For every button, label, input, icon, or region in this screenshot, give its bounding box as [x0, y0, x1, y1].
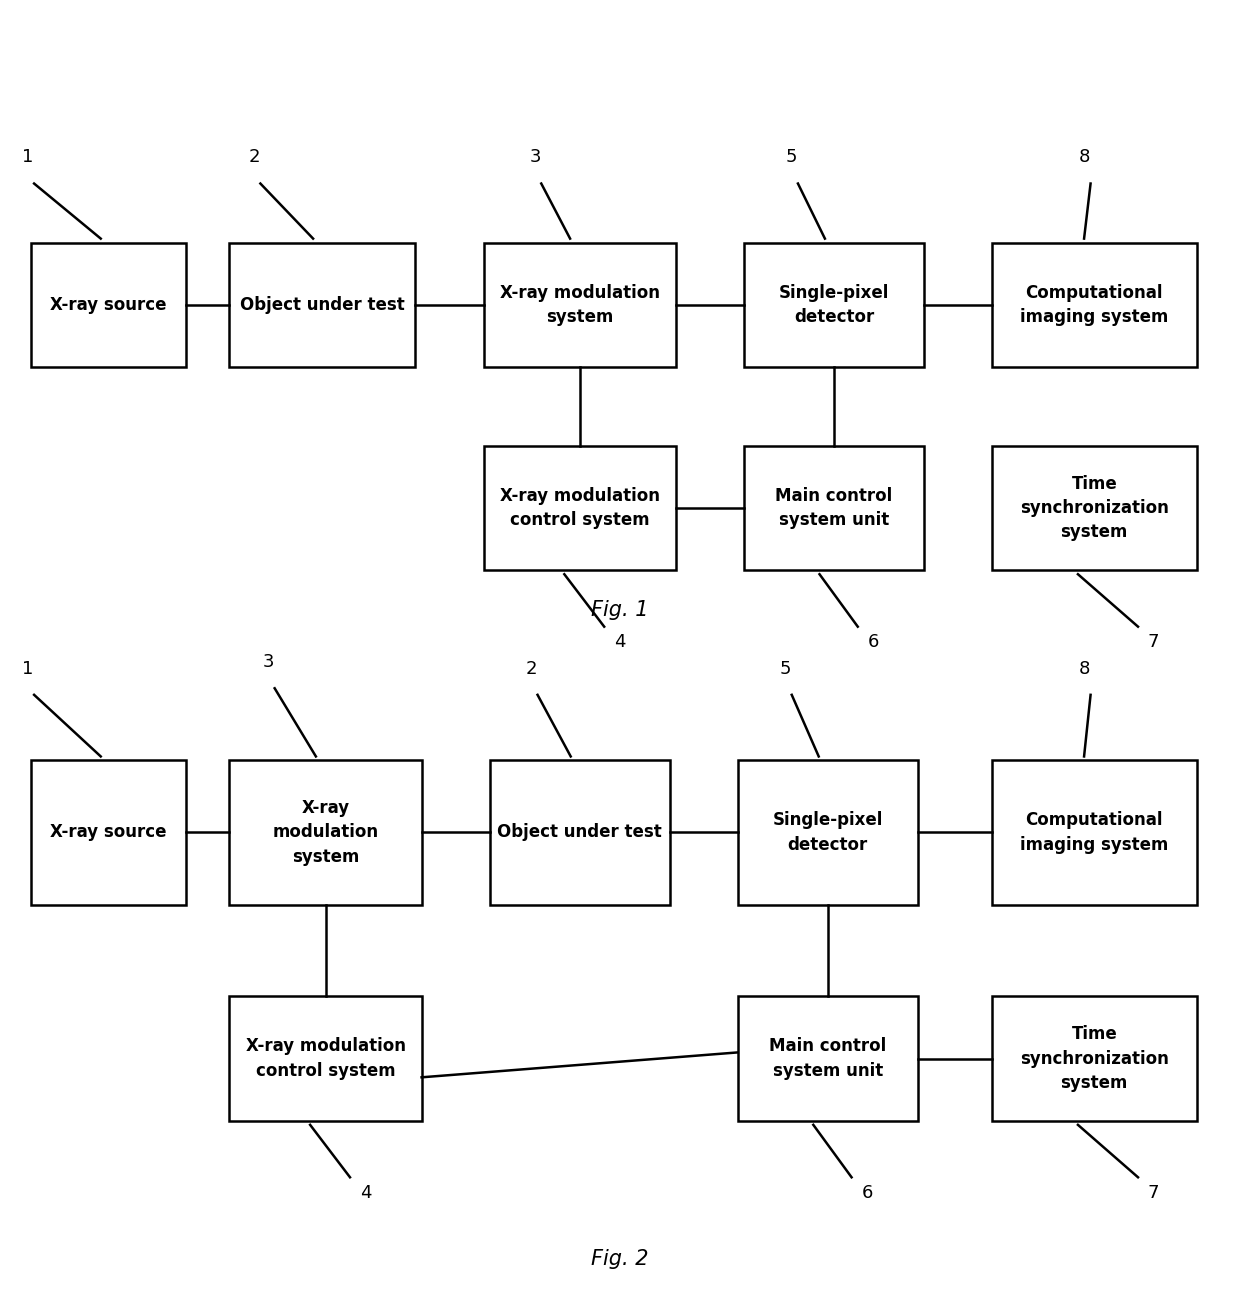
Text: Main control
system unit: Main control system unit	[769, 1037, 887, 1080]
Text: 4: 4	[614, 633, 626, 652]
Bar	[738, 996, 918, 1121]
Bar	[229, 243, 415, 367]
Bar	[484, 446, 676, 570]
Text: X-ray modulation
system: X-ray modulation system	[500, 283, 660, 326]
Bar	[744, 243, 924, 367]
Bar	[490, 760, 670, 905]
Text: 3: 3	[263, 653, 274, 671]
Text: Object under test: Object under test	[497, 823, 662, 842]
Bar	[992, 243, 1197, 367]
Bar	[744, 446, 924, 570]
Text: 1: 1	[22, 148, 33, 166]
Text: Single-pixel
detector: Single-pixel detector	[773, 812, 883, 853]
Text: X-ray modulation
control system: X-ray modulation control system	[246, 1037, 405, 1080]
Bar	[31, 243, 186, 367]
Text: Computational
imaging system: Computational imaging system	[1021, 812, 1168, 853]
Text: Main control
system unit: Main control system unit	[775, 486, 893, 530]
Bar	[229, 760, 422, 905]
Text: 8: 8	[1079, 659, 1090, 678]
Text: X-ray
modulation
system: X-ray modulation system	[273, 800, 378, 865]
Bar	[992, 446, 1197, 570]
Text: X-ray source: X-ray source	[51, 823, 166, 842]
Text: Time
synchronization
system: Time synchronization system	[1019, 475, 1169, 541]
Text: 6: 6	[862, 1184, 873, 1202]
Text: 7: 7	[1148, 1184, 1159, 1202]
Text: 2: 2	[248, 148, 260, 166]
Bar	[738, 760, 918, 905]
Text: 7: 7	[1148, 633, 1159, 652]
Bar	[229, 996, 422, 1121]
Text: Single-pixel
detector: Single-pixel detector	[779, 283, 889, 326]
Text: Fig. 1: Fig. 1	[591, 599, 649, 620]
Text: 5: 5	[780, 659, 791, 678]
Bar	[992, 996, 1197, 1121]
Text: 2: 2	[526, 659, 537, 678]
Text: 3: 3	[529, 148, 541, 166]
Bar	[31, 760, 186, 905]
Bar	[992, 760, 1197, 905]
Text: X-ray modulation
control system: X-ray modulation control system	[500, 486, 660, 530]
Text: 5: 5	[786, 148, 797, 166]
Text: 6: 6	[868, 633, 879, 652]
Text: 1: 1	[22, 659, 33, 678]
Text: 4: 4	[360, 1184, 372, 1202]
Text: Time
synchronization
system: Time synchronization system	[1019, 1025, 1169, 1092]
Text: 8: 8	[1079, 148, 1090, 166]
Text: X-ray source: X-ray source	[51, 296, 166, 313]
Text: Fig. 2: Fig. 2	[591, 1248, 649, 1269]
Text: Object under test: Object under test	[241, 296, 404, 313]
Bar	[484, 243, 676, 367]
Text: Computational
imaging system: Computational imaging system	[1021, 283, 1168, 326]
